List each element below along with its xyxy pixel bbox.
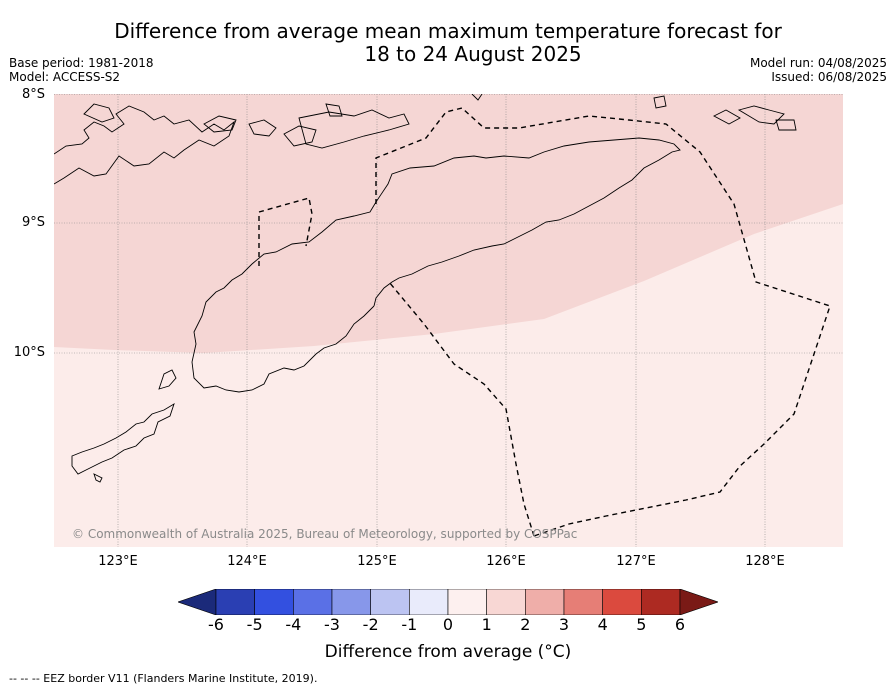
- copyright-notice: © Commonwealth of Australia 2025, Bureau…: [72, 527, 578, 541]
- lon-label-128e: 128°E: [745, 554, 785, 569]
- colorbar-tick-label: 3: [558, 615, 570, 634]
- colorbar-extend-high: [679, 589, 718, 615]
- coastlines: [54, 94, 797, 483]
- forecast-map: [54, 94, 843, 547]
- colorbar-segment: [486, 589, 526, 615]
- colorbar-segment: [602, 589, 642, 615]
- colorbar-tick-label: -4: [285, 615, 302, 634]
- colorbar-segment: [525, 589, 565, 615]
- title-line-1: Difference from average mean maximum tem…: [114, 19, 782, 43]
- colorbar-segment: [293, 589, 333, 615]
- colorbar-segment: [215, 589, 255, 615]
- lon-label-127e: 127°E: [616, 554, 656, 569]
- colorbar-tick-label: 5: [636, 615, 647, 634]
- colorbar-tick-label: -5: [246, 615, 263, 634]
- colorbar-tick-label: 4: [597, 615, 608, 634]
- issued-date: Issued: 06/08/2025: [771, 70, 887, 84]
- colorbar-tick-label: 2: [520, 615, 531, 634]
- lon-label-125e: 125°E: [357, 554, 397, 569]
- colorbar-segment: [563, 589, 603, 615]
- model-name: Model: ACCESS-S2: [9, 70, 121, 84]
- colorbar-extend-low: [178, 589, 217, 615]
- graticule: [54, 94, 843, 547]
- colorbar-tick-label: -6: [208, 615, 224, 634]
- eez-legend-note: -- -- -- EEZ border V11 (Flanders Marine…: [9, 672, 318, 685]
- base-period: Base period: 1981-2018: [9, 56, 154, 70]
- title-line-2: 18 to 24 August 2025: [364, 42, 582, 66]
- colorbar-segment: [254, 589, 294, 615]
- model-run: Model run: 04/08/2025: [749, 56, 887, 70]
- eez-border: [258, 107, 831, 537]
- lat-label-9s: 9°S: [21, 215, 45, 230]
- colorbar-tick-label: 6: [674, 615, 686, 634]
- colorbar-tick-label: 1: [481, 615, 492, 634]
- colorbar-segment: [447, 589, 487, 615]
- anomaly-band-1-to-2: [54, 94, 843, 353]
- lon-label-124e: 124°E: [227, 554, 267, 569]
- lat-label-8s: 8°S: [21, 87, 45, 102]
- colorbar-tick-label: -3: [324, 615, 340, 634]
- colorbar-segment: [641, 589, 681, 615]
- colorbar-segment: [409, 589, 449, 615]
- colorbar-tick-label: -2: [362, 615, 379, 634]
- colorbar-title: Difference from average (°C): [324, 642, 572, 662]
- lon-label-126e: 126°E: [486, 554, 526, 569]
- colorbar-segment: [370, 589, 410, 615]
- meta-right: Model run: 04/08/2025 Issued: 06/08/2025: [750, 56, 887, 84]
- lon-label-123e: 123°E: [98, 554, 138, 569]
- colorbar-tick-label: -1: [401, 615, 418, 634]
- meta-left: Base period: 1981-2018 Model: ACCESS-S2: [9, 56, 154, 84]
- colorbar-tick-label: 0: [442, 615, 454, 634]
- lat-label-10s: 10°S: [13, 345, 45, 360]
- colorbar: [178, 589, 718, 615]
- map-title: Difference from average mean maximum tem…: [0, 20, 896, 66]
- colorbar-segment: [331, 589, 371, 615]
